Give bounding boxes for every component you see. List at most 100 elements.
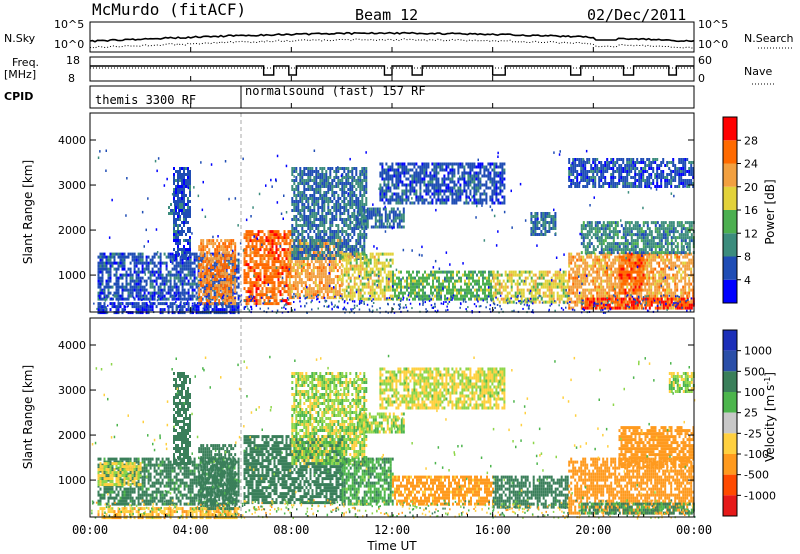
power-data-cell [561, 295, 563, 298]
power-data-cell [325, 284, 327, 287]
power-data-cell [557, 286, 559, 289]
power-data-cell [175, 230, 177, 233]
power-data-cell [391, 211, 393, 214]
power-data-cell [321, 281, 323, 284]
power-data-cell [106, 286, 108, 289]
power-data-cell [463, 175, 465, 178]
power-data-cell [291, 251, 293, 254]
power-data-cell [358, 271, 360, 274]
power-data-cell [451, 172, 453, 175]
power-data-cell [374, 262, 376, 265]
power-data-cell [423, 190, 425, 193]
power-data-cell [397, 226, 399, 229]
power-data-cell [200, 296, 202, 299]
power-data-cell [333, 170, 335, 173]
power-data-cell [170, 302, 172, 305]
power-data-cell [198, 248, 200, 251]
power-data-cell [313, 203, 315, 206]
power-data-cell [462, 289, 464, 292]
power-data-cell [419, 175, 421, 178]
power-data-cell [303, 224, 305, 227]
power-data-cell [276, 293, 278, 296]
power-data-cell [477, 190, 479, 193]
power-data-cell [311, 203, 313, 206]
power-data-cell [104, 302, 106, 305]
power-data-cell [468, 277, 470, 280]
power-data-cell [401, 190, 403, 193]
power-data-cell [152, 283, 154, 286]
power-data-cell [453, 163, 455, 166]
power-data-cell [210, 293, 212, 296]
power-data-cell [210, 266, 212, 269]
power-data-cell [266, 275, 268, 278]
power-data-cell [465, 190, 467, 193]
power-data-cell [290, 302, 292, 305]
power-data-cell [351, 221, 353, 224]
power-data-cell [487, 175, 489, 178]
power-data-cell [325, 266, 327, 269]
power-data-cell [252, 233, 254, 236]
power-data-cell [347, 215, 349, 218]
power-data-cell [421, 196, 423, 199]
power-data-cell [329, 281, 331, 284]
power-data-cell [433, 178, 435, 181]
power-data-cell [383, 196, 385, 199]
power-data-cell [321, 257, 323, 260]
power-data-cell [276, 248, 278, 251]
power-data-cell [258, 233, 260, 236]
power-data-cell [348, 253, 350, 256]
power-data-cell [333, 260, 335, 263]
power-data-cell [343, 212, 345, 215]
power-data-cell [181, 248, 183, 251]
power-data-cell [118, 283, 120, 286]
power-data-cell [124, 268, 126, 271]
power-data-cell [362, 289, 364, 292]
power-data-cell [194, 259, 196, 262]
power-data-cell [451, 202, 453, 205]
power-data-cell [457, 196, 459, 199]
power-data-cell [120, 277, 122, 280]
power-data-cell [411, 184, 413, 187]
power-data-cell [481, 175, 483, 178]
power-data-cell [394, 292, 396, 295]
power-data-cell [343, 224, 345, 227]
power-data-cell [232, 266, 234, 269]
power-data-cell [224, 266, 226, 269]
power-data-cell [405, 193, 407, 196]
power-data-cell [134, 283, 136, 286]
power-data-cell [542, 224, 544, 227]
power-data-cell [295, 263, 297, 266]
power-data-cell [286, 263, 288, 266]
power-data-cell [390, 286, 392, 289]
power-data-cell [297, 236, 299, 239]
power-data-cell [552, 215, 554, 218]
power-data-cell [355, 188, 357, 191]
power-data-cell [422, 292, 424, 295]
power-data-cell [329, 170, 331, 173]
power-data-cell [295, 260, 297, 263]
power-data-cell [321, 269, 323, 272]
power-data-cell [319, 176, 321, 179]
power-data-cell [325, 221, 327, 224]
power-data-cell [319, 179, 321, 182]
power-data-cell [295, 230, 297, 233]
power-data-cell [385, 196, 387, 199]
power-data-cell [319, 230, 321, 233]
power-data-cell [274, 296, 276, 299]
power-data-cell [256, 287, 258, 290]
power-data-cell [468, 283, 470, 286]
power-data-cell [447, 175, 449, 178]
power-data-cell [248, 272, 250, 275]
power-data-cell [274, 287, 276, 290]
power-data-cell [405, 166, 407, 169]
power-data-cell [270, 290, 272, 293]
power-data-cell [424, 280, 426, 283]
power-data-cell [154, 256, 156, 259]
power-data-cell [411, 175, 413, 178]
power-data-cell [264, 293, 266, 296]
power-data-cell [168, 253, 170, 256]
power-data-cell [181, 209, 183, 212]
power-data-cell [551, 286, 553, 289]
power-data-cell [248, 263, 250, 266]
power-data-cell [430, 274, 432, 277]
